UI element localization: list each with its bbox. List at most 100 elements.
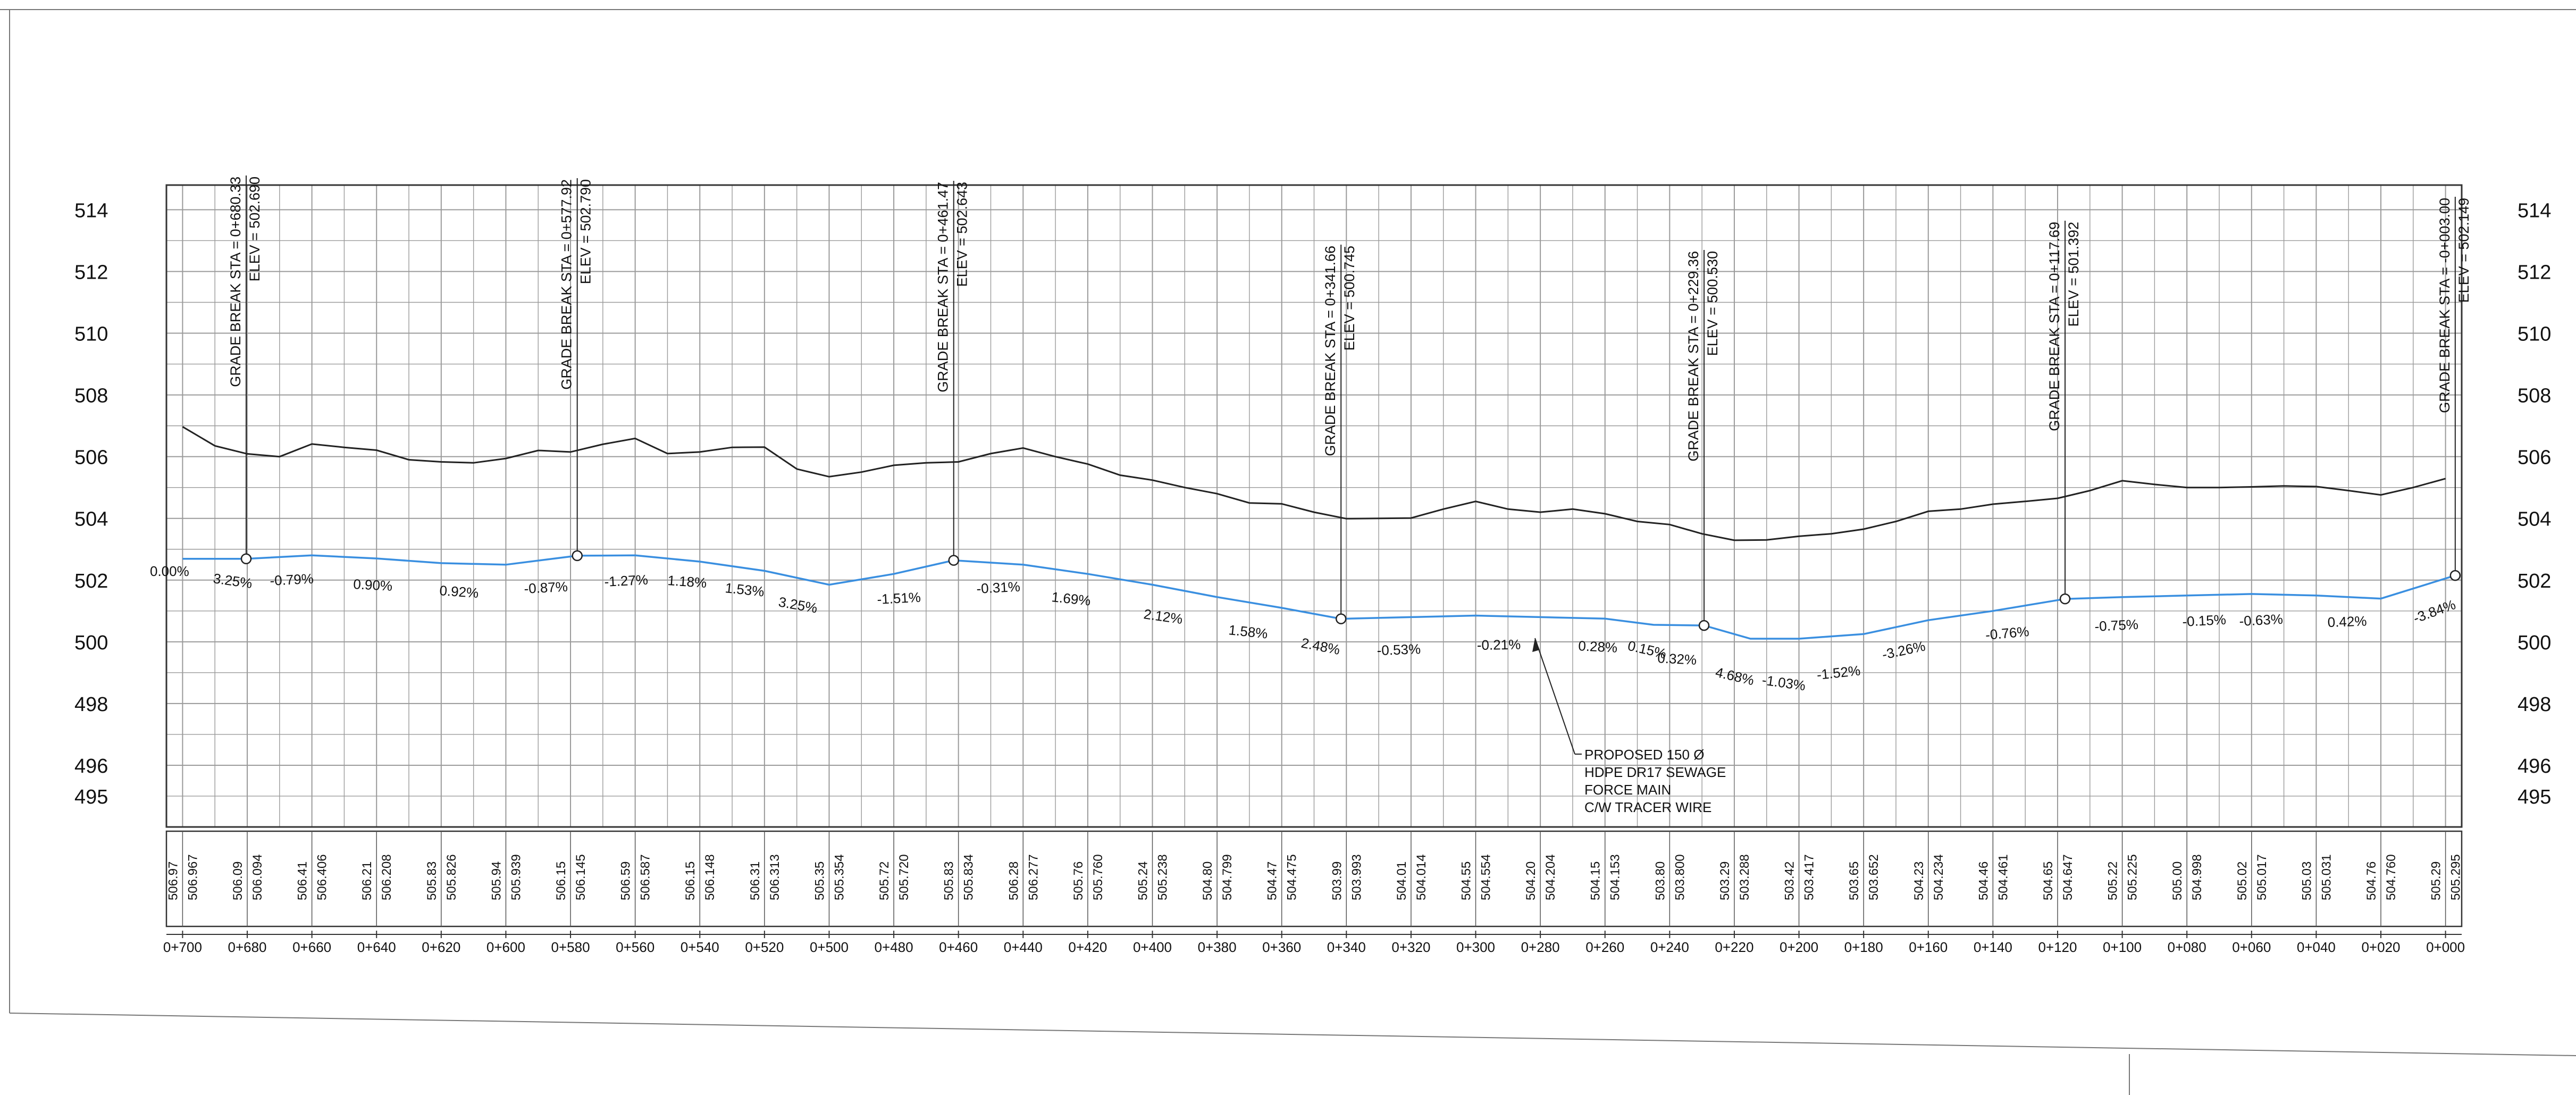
- station-label: 0+520: [745, 939, 784, 955]
- elevation-axis-left: 514 512 510 508 506 504 502 500 498 496 495: [74, 199, 108, 808]
- elevation-table-design-value: 505.760: [1091, 854, 1105, 900]
- elevation-table-existing-value: 504.55: [1459, 862, 1474, 900]
- station-label: 0+400: [1133, 939, 1172, 955]
- slope-label: 0.90%: [353, 576, 393, 594]
- grade-break-elevation-label: ELEV = 502.790: [578, 179, 594, 284]
- station-label: 0+220: [1715, 939, 1753, 955]
- elevation-axis-right: 514 512 510 508 506 504 502 500 498 496 495: [2518, 199, 2551, 808]
- elevation-tick-label: 502: [2518, 570, 2551, 592]
- elevation-tick-label: 514: [2518, 199, 2551, 222]
- elevation-table-design-value: 506.208: [380, 854, 394, 900]
- grade-break-marker: [240, 553, 252, 564]
- elevation-tick-label: 500: [74, 632, 108, 654]
- slope-label: 0.42%: [2327, 613, 2367, 630]
- elevation-table-design-value: 506.094: [250, 854, 265, 900]
- elevation-table-design-value: 503.800: [1673, 854, 1687, 900]
- station-label: 0+280: [1521, 939, 1560, 955]
- elevation-tick-label: 510: [74, 323, 108, 346]
- elevation-table-design-value: 505.939: [509, 854, 523, 900]
- elevation-table-existing-value: 505.24: [1136, 862, 1150, 900]
- elevation-table-existing-value: 504.80: [1201, 862, 1215, 900]
- elevation-tick-label: 496: [2518, 755, 2551, 778]
- elevation-table-existing-value: 505.29: [2429, 862, 2444, 900]
- station-label: 0+100: [2103, 939, 2142, 955]
- elevation-table-existing-value: 504.15: [1589, 862, 1603, 900]
- station-axis: 0+700 0+680 0+660 0+640 0+620 0+600 0+580 0+560…: [163, 939, 2465, 955]
- callout-leader: [1534, 638, 1575, 755]
- elevation-table-design-value: 503.417: [1802, 854, 1817, 900]
- elevation-table-design-value: 506.313: [768, 854, 782, 900]
- elevation-tick-label: 498: [74, 693, 108, 716]
- elevation-table-existing-value: 503.42: [1783, 862, 1797, 900]
- slope-label: -0.63%: [2239, 611, 2284, 629]
- elevation-table-design-value: 504.153: [1608, 854, 1623, 900]
- elevation-tick-label: 498: [2518, 693, 2551, 716]
- elevation-table-design-value: 506.967: [186, 854, 200, 900]
- station-label: 0+560: [616, 939, 655, 955]
- station-label: 0+360: [1262, 939, 1301, 955]
- station-label: 0+240: [1650, 939, 1689, 955]
- station-label: 0+660: [292, 939, 331, 955]
- grade-break-marker: [2059, 593, 2071, 605]
- elevation-table-design-value: 505.834: [962, 854, 976, 900]
- existing-ground-profile: [182, 426, 2446, 541]
- elevation-table-existing-value: 506.97: [166, 862, 180, 900]
- elevation-table-design-value: 505.826: [444, 854, 459, 900]
- elevation-table-design-value: 505.031: [2319, 854, 2334, 900]
- slope-label: -0.21%: [1477, 637, 1521, 653]
- elevation-table: 506.97 506.967 506.09 506.094 506.41 506.406 5…: [165, 830, 2463, 938]
- elevation-table-existing-value: 504.46: [1976, 862, 1991, 900]
- elevation-table-existing-value: 506.15: [683, 862, 698, 900]
- elevation-tick-label: 512: [74, 261, 108, 283]
- station-label: 0+600: [486, 939, 525, 955]
- grade-break-marker: [948, 555, 959, 566]
- grade-break-marker: [2449, 570, 2461, 581]
- station-label: 0+380: [1198, 939, 1237, 955]
- elevation-table-existing-value: 504.47: [1265, 862, 1280, 900]
- slope-label: -0.31%: [976, 579, 1021, 597]
- elevation-table-design-value: 504.014: [1414, 854, 1429, 900]
- elevation-table-design-value: 505.354: [832, 854, 846, 900]
- elevation-table-design-value: 504.234: [1932, 854, 1946, 900]
- grade-break-station-label: GRADE BREAK STA = 0+461.47: [935, 182, 951, 392]
- elevation-table-design-value: 503.652: [1867, 854, 1881, 900]
- elevation-tick-label: 504: [2518, 508, 2551, 531]
- station-label: 0+620: [422, 939, 460, 955]
- station-label: 0+080: [2168, 939, 2206, 955]
- slope-label: 0.00%: [150, 563, 189, 579]
- station-label: 0+540: [681, 939, 719, 955]
- grade-break-elevation-label: ELEV = 502.149: [2456, 198, 2472, 303]
- elevation-table-design-value: 505.225: [2126, 854, 2140, 900]
- elevation-table-design-value: 506.148: [703, 854, 717, 900]
- elevation-tick-label: 506: [74, 447, 108, 469]
- elevation-table-existing-value: 505.22: [2106, 862, 2120, 900]
- elevation-table-design-value: 506.145: [574, 854, 588, 900]
- station-label: 0+440: [1004, 939, 1043, 955]
- slope-label: 0.32%: [1657, 650, 1697, 668]
- elevation-table-existing-value: 504.20: [1524, 862, 1538, 900]
- station-label: 0+480: [875, 939, 913, 955]
- elevation-table-design-value: 506.587: [639, 854, 653, 900]
- elevation-tick-label: 512: [2518, 261, 2551, 283]
- slope-label: -0.76%: [1985, 623, 2030, 643]
- elevation-tick-label: 500: [2518, 632, 2551, 654]
- slope-label: -0.75%: [2094, 616, 2139, 634]
- station-label: 0+200: [1780, 939, 1818, 955]
- callout-text-line: FORCE MAIN: [1584, 782, 1671, 798]
- slope-label: -0.79%: [270, 571, 314, 589]
- elevation-tick-label: 502: [74, 570, 108, 592]
- elevation-tick-label: 496: [74, 755, 108, 778]
- elevation-table-existing-value: 505.83: [942, 862, 956, 900]
- grade-break-marker: [572, 550, 583, 562]
- slope-label: -0.53%: [1377, 641, 1421, 658]
- elevation-table-existing-value: 506.59: [619, 862, 633, 900]
- grade-break-marker: [1698, 620, 1710, 631]
- grade-break-marker: [1335, 613, 1347, 624]
- slope-labels: 0.00% 3.25% -0.79% 0.90% 0.92% -0.87% -1.27% 1.…: [150, 563, 2457, 693]
- elevation-table-design-value: 504.998: [2190, 854, 2204, 900]
- elevation-tick-label: 510: [2518, 323, 2551, 346]
- elevation-tick-label: 506: [2518, 447, 2551, 469]
- elevation-table-existing-value: 506.09: [231, 862, 245, 900]
- elevation-tick-label: 514: [74, 199, 108, 222]
